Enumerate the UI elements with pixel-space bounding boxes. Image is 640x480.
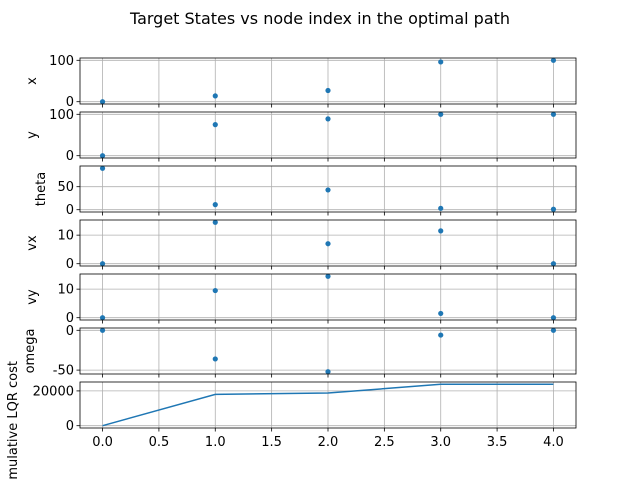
axes-frame — [79, 165, 577, 213]
data-point-y — [212, 122, 218, 128]
data-point-vy — [438, 310, 444, 317]
y-tick-label: 0 — [66, 324, 74, 339]
y-axis-label: Cumulative LQR cost — [6, 361, 21, 480]
axes-frame — [79, 273, 577, 321]
y-axis-label: vx — [25, 235, 40, 251]
y-axis-label: theta — [34, 172, 49, 206]
y-tick-label: 50 — [57, 180, 74, 195]
data-point-theta — [325, 187, 331, 193]
data-point-vy — [325, 273, 331, 279]
y-tick-label: 100 — [49, 54, 74, 69]
x-tick-label: 0.5 — [149, 435, 170, 450]
data-point-omega — [325, 369, 331, 375]
data-point-y — [550, 111, 557, 117]
data-point-vx — [325, 241, 331, 247]
subplot-vy: 0 10 vy — [25, 273, 577, 326]
x-tick-label: 4.0 — [543, 435, 564, 450]
x-tick-label: 2.0 — [318, 435, 339, 450]
axes-frame — [79, 111, 577, 159]
data-point-x — [438, 59, 444, 65]
subplot-y: 0 100 y — [25, 108, 577, 164]
data-point-omega — [212, 356, 218, 362]
data-point-vx — [438, 228, 444, 234]
data-point-x — [550, 57, 557, 63]
subplot-vx: 0 10 vx — [25, 219, 577, 272]
data-point-vy — [212, 287, 218, 294]
y-tick-label: 0 — [66, 149, 74, 164]
y-tick-label: 100 — [49, 108, 74, 123]
subplots: 0100x0100y050theta010vx010vy0-50omega020… — [6, 54, 577, 480]
data-point-x — [99, 99, 106, 105]
x-tick-label: 0.0 — [92, 435, 113, 450]
data-point-x — [212, 93, 218, 99]
data-point-y — [99, 153, 106, 159]
y-tick-label: 0 — [66, 257, 74, 272]
data-point-omega — [550, 327, 557, 333]
data-point-omega — [438, 332, 444, 338]
subplot-omega: 0 -50 omega — [23, 324, 577, 379]
data-point-y — [438, 111, 444, 117]
y-axis-label: vy — [25, 289, 40, 305]
y-axis-label: y — [25, 131, 40, 139]
data-point-vy — [99, 315, 106, 321]
x-tick-label: 3.5 — [487, 435, 508, 450]
data-point-vx — [550, 261, 557, 267]
chart-title: Target States vs node index in the optim… — [129, 9, 510, 28]
axes-frame — [79, 57, 577, 105]
data-point-y — [325, 116, 331, 122]
x-tick-label: 2.5 — [374, 435, 395, 450]
axes-frame — [79, 327, 577, 375]
data-point-theta — [99, 165, 106, 171]
axes-frame — [79, 381, 577, 429]
data-point-theta — [212, 202, 218, 208]
y-tick-label: 10 — [57, 229, 74, 244]
y-tick-label: 20000 — [33, 384, 74, 399]
data-point-vx — [212, 219, 218, 225]
data-point-vx — [99, 261, 106, 267]
data-point-x — [325, 87, 331, 94]
y-axis-label: x — [25, 77, 40, 85]
y-tick-label: 0 — [66, 311, 74, 326]
x-tick-label: 1.5 — [261, 435, 282, 450]
axes-frame — [79, 219, 577, 267]
x-tick-label: 3.0 — [430, 435, 451, 450]
data-point-theta — [550, 206, 557, 212]
data-point-omega — [99, 327, 106, 333]
y-tick-label: 0 — [66, 419, 74, 434]
y-tick-label: -50 — [53, 364, 74, 379]
x-tick-label: 1.0 — [205, 435, 226, 450]
y-tick-label: 0 — [66, 95, 74, 110]
subplot-x: 0 100 x — [25, 54, 577, 110]
data-point-theta — [438, 205, 444, 211]
subplot-cumulative-lqr-cost: 0 20000 Cumulative LQR cost 0.0 0.5 1.0 1.5 2.0… — [6, 361, 577, 480]
subplot-theta: 0 50 theta — [34, 165, 577, 218]
y-tick-label: 10 — [57, 283, 74, 298]
y-axis-label: omega — [23, 329, 38, 374]
y-tick-label: 0 — [66, 203, 74, 218]
data-point-vy — [550, 315, 557, 321]
series-line-cumulative-lqr-cost — [102, 383, 554, 427]
